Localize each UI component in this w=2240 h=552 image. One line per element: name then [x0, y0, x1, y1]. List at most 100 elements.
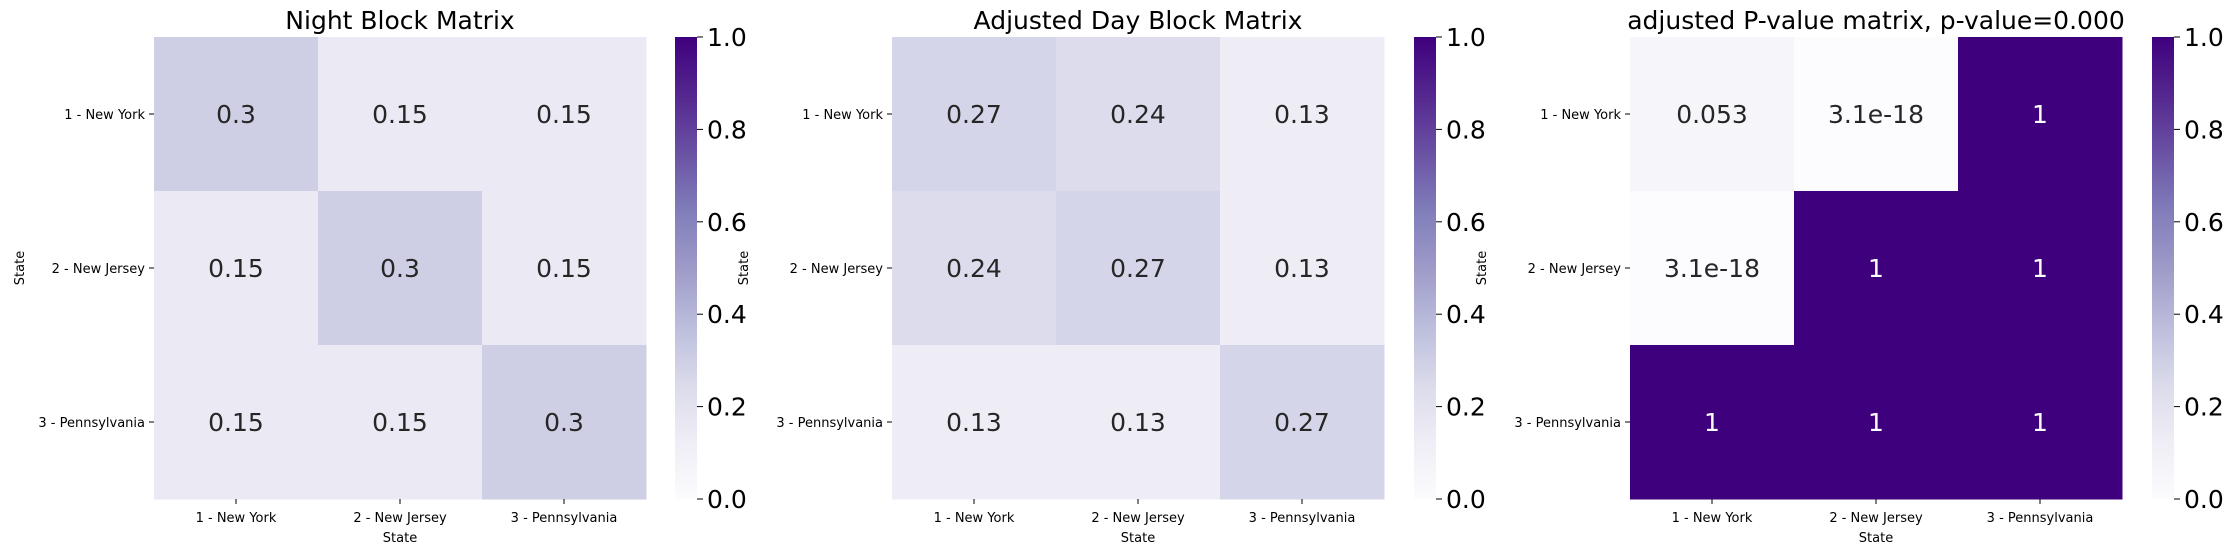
- heatmap-cell: [1794, 37, 1959, 192]
- chart-title: adjusted P-value matrix, p-value=0.000: [1627, 6, 2125, 35]
- heatmap-cell: [892, 37, 1057, 192]
- x-axis-label: State: [1121, 531, 1155, 546]
- chart-title: Night Block Matrix: [285, 6, 514, 35]
- cell-annotation: 0.15: [208, 408, 264, 437]
- colorbar-tick-label: 0.2: [1446, 393, 1486, 422]
- x-tick-label: 1 - New York: [934, 511, 1015, 526]
- x-tick-label: 2 - New Jersey: [1829, 511, 1923, 526]
- colorbar-tick-label: 0.8: [707, 115, 747, 144]
- cell-annotation: 0.24: [946, 254, 1002, 283]
- y-tick-label: 2 - New Jersey: [52, 262, 146, 277]
- y-axis-label: State: [1475, 251, 1490, 285]
- cell-annotation: 0.27: [1274, 408, 1330, 437]
- heatmap-cell: [1056, 37, 1221, 192]
- heatmap-cell: [482, 191, 647, 346]
- heatmap-cell: [1056, 345, 1221, 500]
- heatmap-cell: [154, 37, 319, 192]
- heatmap-cell: [1794, 345, 1959, 500]
- heatmap-cell: [1958, 191, 2123, 346]
- colorbar-tick-label: 0.0: [707, 485, 747, 514]
- cell-annotation: 0.24: [1110, 100, 1166, 129]
- colorbar-tick-label: 0.6: [707, 208, 747, 237]
- colorbar-tick-label: 0.2: [707, 393, 747, 422]
- cell-annotation: 0.15: [372, 100, 428, 129]
- colorbar-tick-label: 0.2: [2184, 393, 2224, 422]
- cell-annotation: 0.13: [1274, 100, 1330, 129]
- cell-annotation: 0.27: [946, 100, 1002, 129]
- colorbar-tick-label: 0.0: [1446, 485, 1486, 514]
- heatmap-cell: [154, 191, 319, 346]
- y-tick-label: 1 - New York: [64, 108, 145, 123]
- x-axis-label: State: [1859, 531, 1893, 546]
- cell-annotation: 0.053: [1676, 100, 1748, 129]
- y-tick-label: 3 - Pennsylvania: [1514, 416, 1621, 431]
- cell-annotation: 0.3: [216, 100, 256, 129]
- colorbar-tick-label: 0.0: [2184, 485, 2224, 514]
- y-tick-label: 3 - Pennsylvania: [38, 416, 145, 431]
- heatmap-cell: [482, 37, 647, 192]
- colorbar-tick-label: 1.0: [1446, 23, 1486, 52]
- y-tick-label: 1 - New York: [1540, 108, 1621, 123]
- colorbar-tick-label: 0.8: [1446, 115, 1486, 144]
- heatmap-panel-2: 0.27 0.24 0.13 0.24 0.27 0.13 0.13 0.13 0.27 Adju…: [737, 6, 1486, 546]
- cell-annotation: 0.15: [536, 100, 592, 129]
- heatmap-cell: [318, 191, 483, 346]
- cell-annotation: 1: [1868, 254, 1884, 283]
- y-tick-label: 1 - New York: [802, 108, 883, 123]
- colorbar-tick-label: 1.0: [707, 23, 747, 52]
- heatmap-cell: [1056, 191, 1221, 346]
- cell-annotation: 0.13: [946, 408, 1002, 437]
- colorbar-tick-label: 0.4: [1446, 300, 1486, 329]
- heatmap-cell: [892, 191, 1057, 346]
- cell-annotation: 1: [2032, 100, 2048, 129]
- cell-annotation: 1: [2032, 408, 2048, 437]
- colorbar-tick-label: 1.0: [2184, 23, 2224, 52]
- x-axis-label: State: [383, 531, 417, 546]
- x-tick-label: 2 - New Jersey: [353, 511, 447, 526]
- heatmap-panel-1: 0.3 0.15 0.15 0.15 0.3 0.15 0.15 0.15 0.3 Night B…: [13, 6, 747, 546]
- colorbar: [1414, 37, 1436, 499]
- cell-annotation: 3.1e-18: [1828, 100, 1924, 129]
- cell-annotation: 0.15: [208, 254, 264, 283]
- x-tick-label: 3 - Pennsylvania: [1987, 511, 2094, 526]
- colorbar: [2152, 37, 2174, 499]
- cell-annotation: 3.1e-18: [1664, 254, 1760, 283]
- colorbar-tick-label: 0.6: [2184, 208, 2224, 237]
- y-axis-label: State: [737, 251, 752, 285]
- colorbar-tick-label: 0.6: [1446, 208, 1486, 237]
- x-tick-label: 3 - Pennsylvania: [1249, 511, 1356, 526]
- y-axis-label: State: [13, 251, 28, 285]
- x-tick-label: 1 - New York: [1672, 511, 1753, 526]
- cell-annotation: 0.3: [380, 254, 420, 283]
- colorbar-tick-label: 0.4: [707, 300, 747, 329]
- heatmap-cell: [1220, 191, 1385, 346]
- heatmap-cell: [1958, 345, 2123, 500]
- heatmap-cell: [1958, 37, 2123, 192]
- x-tick-label: 2 - New Jersey: [1091, 511, 1185, 526]
- heatmap-cell: [892, 345, 1057, 500]
- y-tick-label: 2 - New Jersey: [1528, 262, 1622, 277]
- y-tick-label: 3 - Pennsylvania: [776, 416, 883, 431]
- colorbar: [675, 37, 697, 499]
- cell-annotation: 0.27: [1110, 254, 1166, 283]
- x-tick-label: 3 - Pennsylvania: [511, 511, 618, 526]
- heatmap-cell: [318, 345, 483, 500]
- cell-annotation: 1: [1704, 408, 1720, 437]
- chart-title: Adjusted Day Block Matrix: [974, 6, 1303, 35]
- x-tick-label: 1 - New York: [196, 511, 277, 526]
- cell-annotation: 1: [2032, 254, 2048, 283]
- heatmap-cell: [1630, 345, 1795, 500]
- heatmap-cell: [154, 345, 319, 500]
- heatmap-cell: [1220, 37, 1385, 192]
- heatmap-cell: [1220, 345, 1385, 500]
- cell-annotation: 0.15: [372, 408, 428, 437]
- y-tick-label: 2 - New Jersey: [790, 262, 884, 277]
- heatmap-cell: [1794, 191, 1959, 346]
- cell-annotation: 1: [1868, 408, 1884, 437]
- heatmap-cell: [482, 345, 647, 500]
- heatmap-cell: [1630, 37, 1795, 192]
- cell-annotation: 0.13: [1110, 408, 1166, 437]
- colorbar-tick-label: 0.8: [2184, 115, 2224, 144]
- cell-annotation: 0.3: [544, 408, 584, 437]
